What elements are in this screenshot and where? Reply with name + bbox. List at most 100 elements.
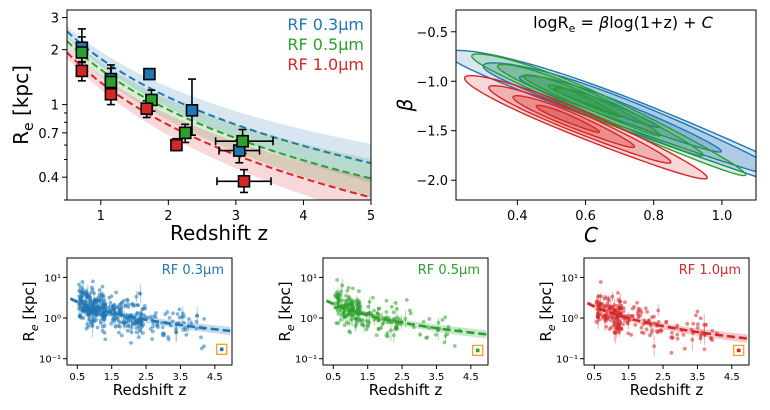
data-point [609,318,614,323]
data-point [372,317,377,322]
data-point [599,294,604,299]
data-point [125,299,130,303]
data-point [394,306,399,311]
y-tick-label: −1.5 [416,125,448,140]
data-point [102,298,107,303]
data-point [344,305,349,310]
data-point [100,328,105,333]
data-point [129,325,134,330]
data-point [87,317,91,322]
data-point [150,337,154,341]
data-point [354,303,359,308]
highlighted-source-box [472,344,484,357]
data-point [95,309,99,314]
data-point [177,307,182,312]
y-tick-label: 10¹ [300,273,317,284]
data-point [103,337,108,342]
title-sub: e [569,22,576,35]
data-point [357,289,361,294]
data-point [85,322,90,326]
y-axis-label-main: R [276,331,294,341]
x-tick-label: 0.8 [643,209,664,224]
data-point [617,299,622,304]
data-point [87,295,92,300]
data-point [118,309,123,313]
plot-frame [583,257,750,366]
data-point [107,304,112,309]
data-point [85,308,90,313]
data-point [442,340,447,345]
data-point [95,325,100,330]
data-point [345,313,350,318]
data-point [655,330,660,335]
data-point [710,328,715,333]
x-tick-label: 5 [367,209,375,224]
data-point [131,322,135,327]
data-point [202,344,206,349]
data-point [629,332,634,337]
y-tick-label: 10⁻¹ [556,355,578,366]
data-point [136,335,141,340]
data-point [360,322,365,326]
data-point [336,299,341,304]
y-axis-label: Re [kpc] [20,281,41,341]
fit-line [325,299,487,336]
data-point [637,313,642,318]
data-point-rf05-3 [178,126,192,140]
data-point [346,285,351,290]
data-point [355,312,360,316]
data-point [90,315,94,319]
contour-title: logRe = βlog(1+z) + C [533,13,714,35]
data-point [117,319,121,324]
x-tick-label: 1.5 [621,372,637,383]
data-point [623,300,627,305]
data-point [621,322,625,327]
data-point [159,320,164,325]
x-tick-label: 2 [164,209,172,224]
data-point [141,306,146,311]
x-tick-label: 0.5 [325,372,341,383]
y-axis-label-rest: [kpc] [9,65,33,122]
data-point [336,296,340,300]
x-tick-label: 3 [232,209,240,224]
data-point-rf05-1 [104,75,118,89]
y-axis-label-sub: e [284,324,297,331]
x-axis-label: Redshift z [369,381,443,399]
data-point [199,335,203,340]
data-point [695,309,700,314]
data-point [366,319,371,323]
data-point [171,311,175,316]
x-tick-label: 1.5 [104,372,120,383]
data-point [135,317,139,322]
data-point [443,315,448,320]
y-tick-label: 10¹ [44,273,61,284]
data-point [78,304,83,309]
highlighted-source-box [733,344,745,357]
data-point-rf05-4 [236,134,249,148]
data-point [194,326,199,331]
data-point [112,318,117,323]
data-point [163,312,168,317]
data-point [599,312,604,316]
data-point [342,323,347,327]
data-point [385,334,390,339]
data-point [395,315,400,320]
data-point [134,326,139,330]
data-point [177,315,182,320]
data-point [90,322,95,327]
data-point [403,316,408,321]
data-point [340,283,345,288]
data-point [391,333,396,338]
data-point-rf05-0 [75,46,89,59]
panel-label: RF 0.5μm [418,263,480,278]
data-point [175,312,180,316]
data-point [604,324,609,329]
data-point [621,309,626,314]
data-point [376,306,381,311]
data-point [372,308,376,313]
panel-label: RF 1.0μm [679,263,741,278]
data-point [630,306,635,311]
fit-band-rf10 [67,46,371,200]
